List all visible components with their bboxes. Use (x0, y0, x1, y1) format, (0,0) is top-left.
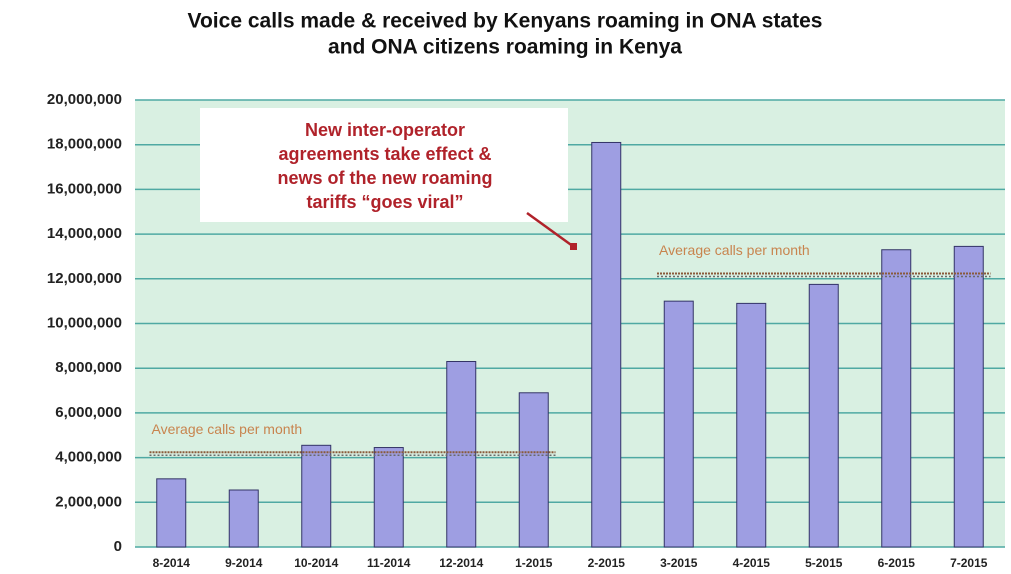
bar (156, 478, 187, 548)
y-tick-label: 4,000,000 (55, 449, 122, 466)
annotation-text: news of the new roaming (277, 168, 492, 188)
annotation-text: tariffs “goes viral” (306, 192, 463, 212)
y-tick-label: 16,000,000 (47, 180, 122, 197)
x-tick-label: 6-2015 (878, 556, 916, 570)
bar (736, 302, 767, 548)
x-tick-label: 11-2014 (367, 556, 411, 570)
bar (373, 447, 404, 548)
bar (663, 300, 694, 548)
annotation-text: agreements take effect & (278, 144, 491, 164)
bar (591, 141, 622, 548)
x-tick-label: 5-2015 (805, 556, 843, 570)
bar (518, 392, 549, 548)
bar (228, 489, 259, 548)
annotation-arrow (526, 211, 575, 249)
x-tick-label: 7-2015 (950, 556, 988, 570)
y-tick-label: 14,000,000 (47, 225, 122, 242)
y-tick-label: 0 (114, 538, 122, 555)
x-tick-label: 3-2015 (660, 556, 698, 570)
average-label: Average calls per month (659, 242, 810, 258)
x-tick-label: 1-2015 (515, 556, 553, 570)
y-tick-label: 18,000,000 (47, 136, 122, 153)
x-tick-label: 10-2014 (294, 556, 338, 570)
y-tick-label: 2,000,000 (55, 493, 122, 510)
bar (808, 283, 839, 548)
chart-title: and ONA citizens roaming in Kenya (328, 36, 682, 59)
average-label: Average calls per month (152, 421, 303, 437)
x-tick-label: 8-2014 (153, 556, 191, 570)
y-tick-label: 20,000,000 (47, 91, 122, 108)
y-tick-label: 6,000,000 (55, 404, 122, 421)
x-tick-label: 12-2014 (439, 556, 483, 570)
x-tick-label: 2-2015 (588, 556, 626, 570)
bar (881, 249, 912, 548)
annotation-arrowhead (570, 243, 577, 250)
annotation-text: New inter-operator (305, 120, 465, 140)
y-tick-label: 10,000,000 (47, 314, 122, 331)
bar (953, 245, 984, 548)
bar (446, 360, 477, 548)
bar (301, 444, 332, 548)
y-tick-label: 12,000,000 (47, 270, 122, 287)
y-tick-label: 8,000,000 (55, 359, 122, 376)
annotation-box (200, 108, 568, 222)
x-tick-label: 4-2015 (733, 556, 771, 570)
chart-title: Voice calls made & received by Kenyans r… (188, 10, 823, 33)
x-tick-label: 9-2014 (225, 556, 263, 570)
